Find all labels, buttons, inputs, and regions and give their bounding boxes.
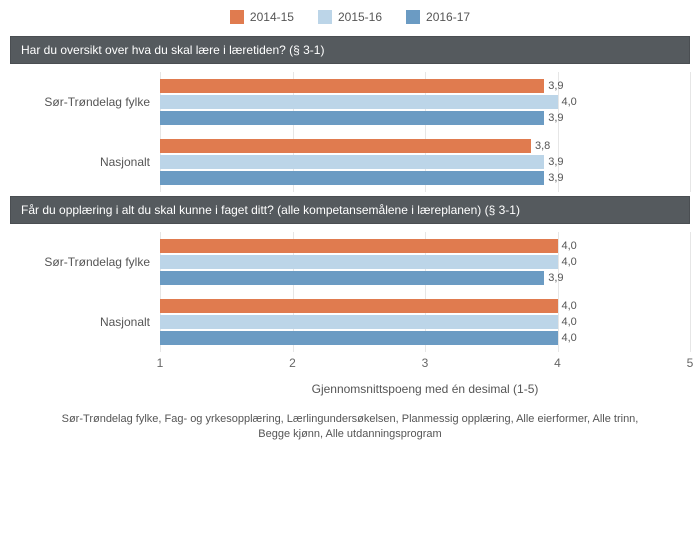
bar-value-label: 3,9 <box>548 172 563 184</box>
bar <box>160 171 544 185</box>
bar-value-label: 4,0 <box>562 240 577 252</box>
legend-item: 2015-16 <box>318 10 382 24</box>
y-labels: Sør-Trøndelag fylkeNasjonalt <box>10 232 160 352</box>
bar-row: 3,8 <box>160 139 690 153</box>
legend-item: 2016-17 <box>406 10 470 24</box>
legend-label: 2016-17 <box>426 10 470 24</box>
category-label: Sør-Trøndelag fylke <box>10 232 160 292</box>
bar <box>160 255 558 269</box>
chart-body: Sør-Trøndelag fylkeNasjonalt3,94,03,93,8… <box>10 72 690 192</box>
bar <box>160 155 544 169</box>
chart-body: Sør-Trøndelag fylkeNasjonalt4,04,03,94,0… <box>10 232 690 352</box>
bar <box>160 271 544 285</box>
bar <box>160 79 544 93</box>
bar-row: 4,0 <box>160 331 690 345</box>
legend: 2014-15 2015-16 2016-17 <box>10 10 690 24</box>
bar-row: 3,9 <box>160 79 690 93</box>
legend-label: 2014-15 <box>250 10 294 24</box>
x-tick: 4 <box>554 356 561 370</box>
bar-row: 3,9 <box>160 171 690 185</box>
x-tick: 5 <box>687 356 694 370</box>
x-tick: 2 <box>289 356 296 370</box>
section-header: Får du opplæring i alt du skal kunne i f… <box>10 196 690 224</box>
category-label: Nasjonalt <box>10 292 160 352</box>
bar-row: 4,0 <box>160 315 690 329</box>
bar-group: 4,0 4,0 3,9 <box>160 232 690 292</box>
y-labels: Sør-Trøndelag fylkeNasjonalt <box>10 72 160 192</box>
bar-value-label: 4,0 <box>562 332 577 344</box>
category-label: Nasjonalt <box>10 132 160 192</box>
bar-row: 3,9 <box>160 271 690 285</box>
bar-value-label: 3,9 <box>548 112 563 124</box>
bar-row: 4,0 <box>160 255 690 269</box>
chart-section: Får du opplæring i alt du skal kunne i f… <box>10 196 690 352</box>
plot-area: 4,0 4,0 3,9 4,0 4,0 4,0 <box>160 232 690 352</box>
x-axis-title: Gjennomsnittspoeng med én desimal (1-5) <box>10 382 690 396</box>
legend-swatch <box>406 10 420 24</box>
bar-row: 4,0 <box>160 239 690 253</box>
x-tick: 1 <box>157 356 164 370</box>
bar-row: 3,9 <box>160 155 690 169</box>
bar <box>160 239 558 253</box>
bar-row: 4,0 <box>160 95 690 109</box>
legend-label: 2015-16 <box>338 10 382 24</box>
bar-value-label: 3,9 <box>548 80 563 92</box>
bar-row: 4,0 <box>160 299 690 313</box>
bar-group: 3,8 3,9 3,9 <box>160 132 690 192</box>
section-header: Har du oversikt over hva du skal lære i … <box>10 36 690 64</box>
legend-swatch <box>318 10 332 24</box>
bar <box>160 331 558 345</box>
bar-group: 3,9 4,0 3,9 <box>160 72 690 132</box>
category-label: Sør-Trøndelag fylke <box>10 72 160 132</box>
bar-value-label: 4,0 <box>562 96 577 108</box>
plot-area: 3,9 4,0 3,9 3,8 3,9 3,9 <box>160 72 690 192</box>
footnote: Sør-Trøndelag fylke, Fag- og yrkesopplær… <box>10 412 690 443</box>
bar-group: 4,0 4,0 4,0 <box>160 292 690 352</box>
bar-value-label: 4,0 <box>562 316 577 328</box>
bar <box>160 139 531 153</box>
chart-container: 2014-15 2015-16 2016-17 Har du oversikt ov… <box>0 0 700 463</box>
bar <box>160 315 558 329</box>
bar <box>160 95 558 109</box>
bar <box>160 111 544 125</box>
bar-row: 3,9 <box>160 111 690 125</box>
x-tick: 3 <box>422 356 429 370</box>
legend-swatch <box>230 10 244 24</box>
chart-section: Har du oversikt over hva du skal lære i … <box>10 36 690 192</box>
bar-value-label: 3,9 <box>548 156 563 168</box>
bar-value-label: 4,0 <box>562 256 577 268</box>
bar-value-label: 3,8 <box>535 140 550 152</box>
bar-value-label: 3,9 <box>548 272 563 284</box>
bar-value-label: 4,0 <box>562 300 577 312</box>
bar <box>160 299 558 313</box>
legend-item: 2014-15 <box>230 10 294 24</box>
x-axis: 12345 <box>10 356 690 374</box>
